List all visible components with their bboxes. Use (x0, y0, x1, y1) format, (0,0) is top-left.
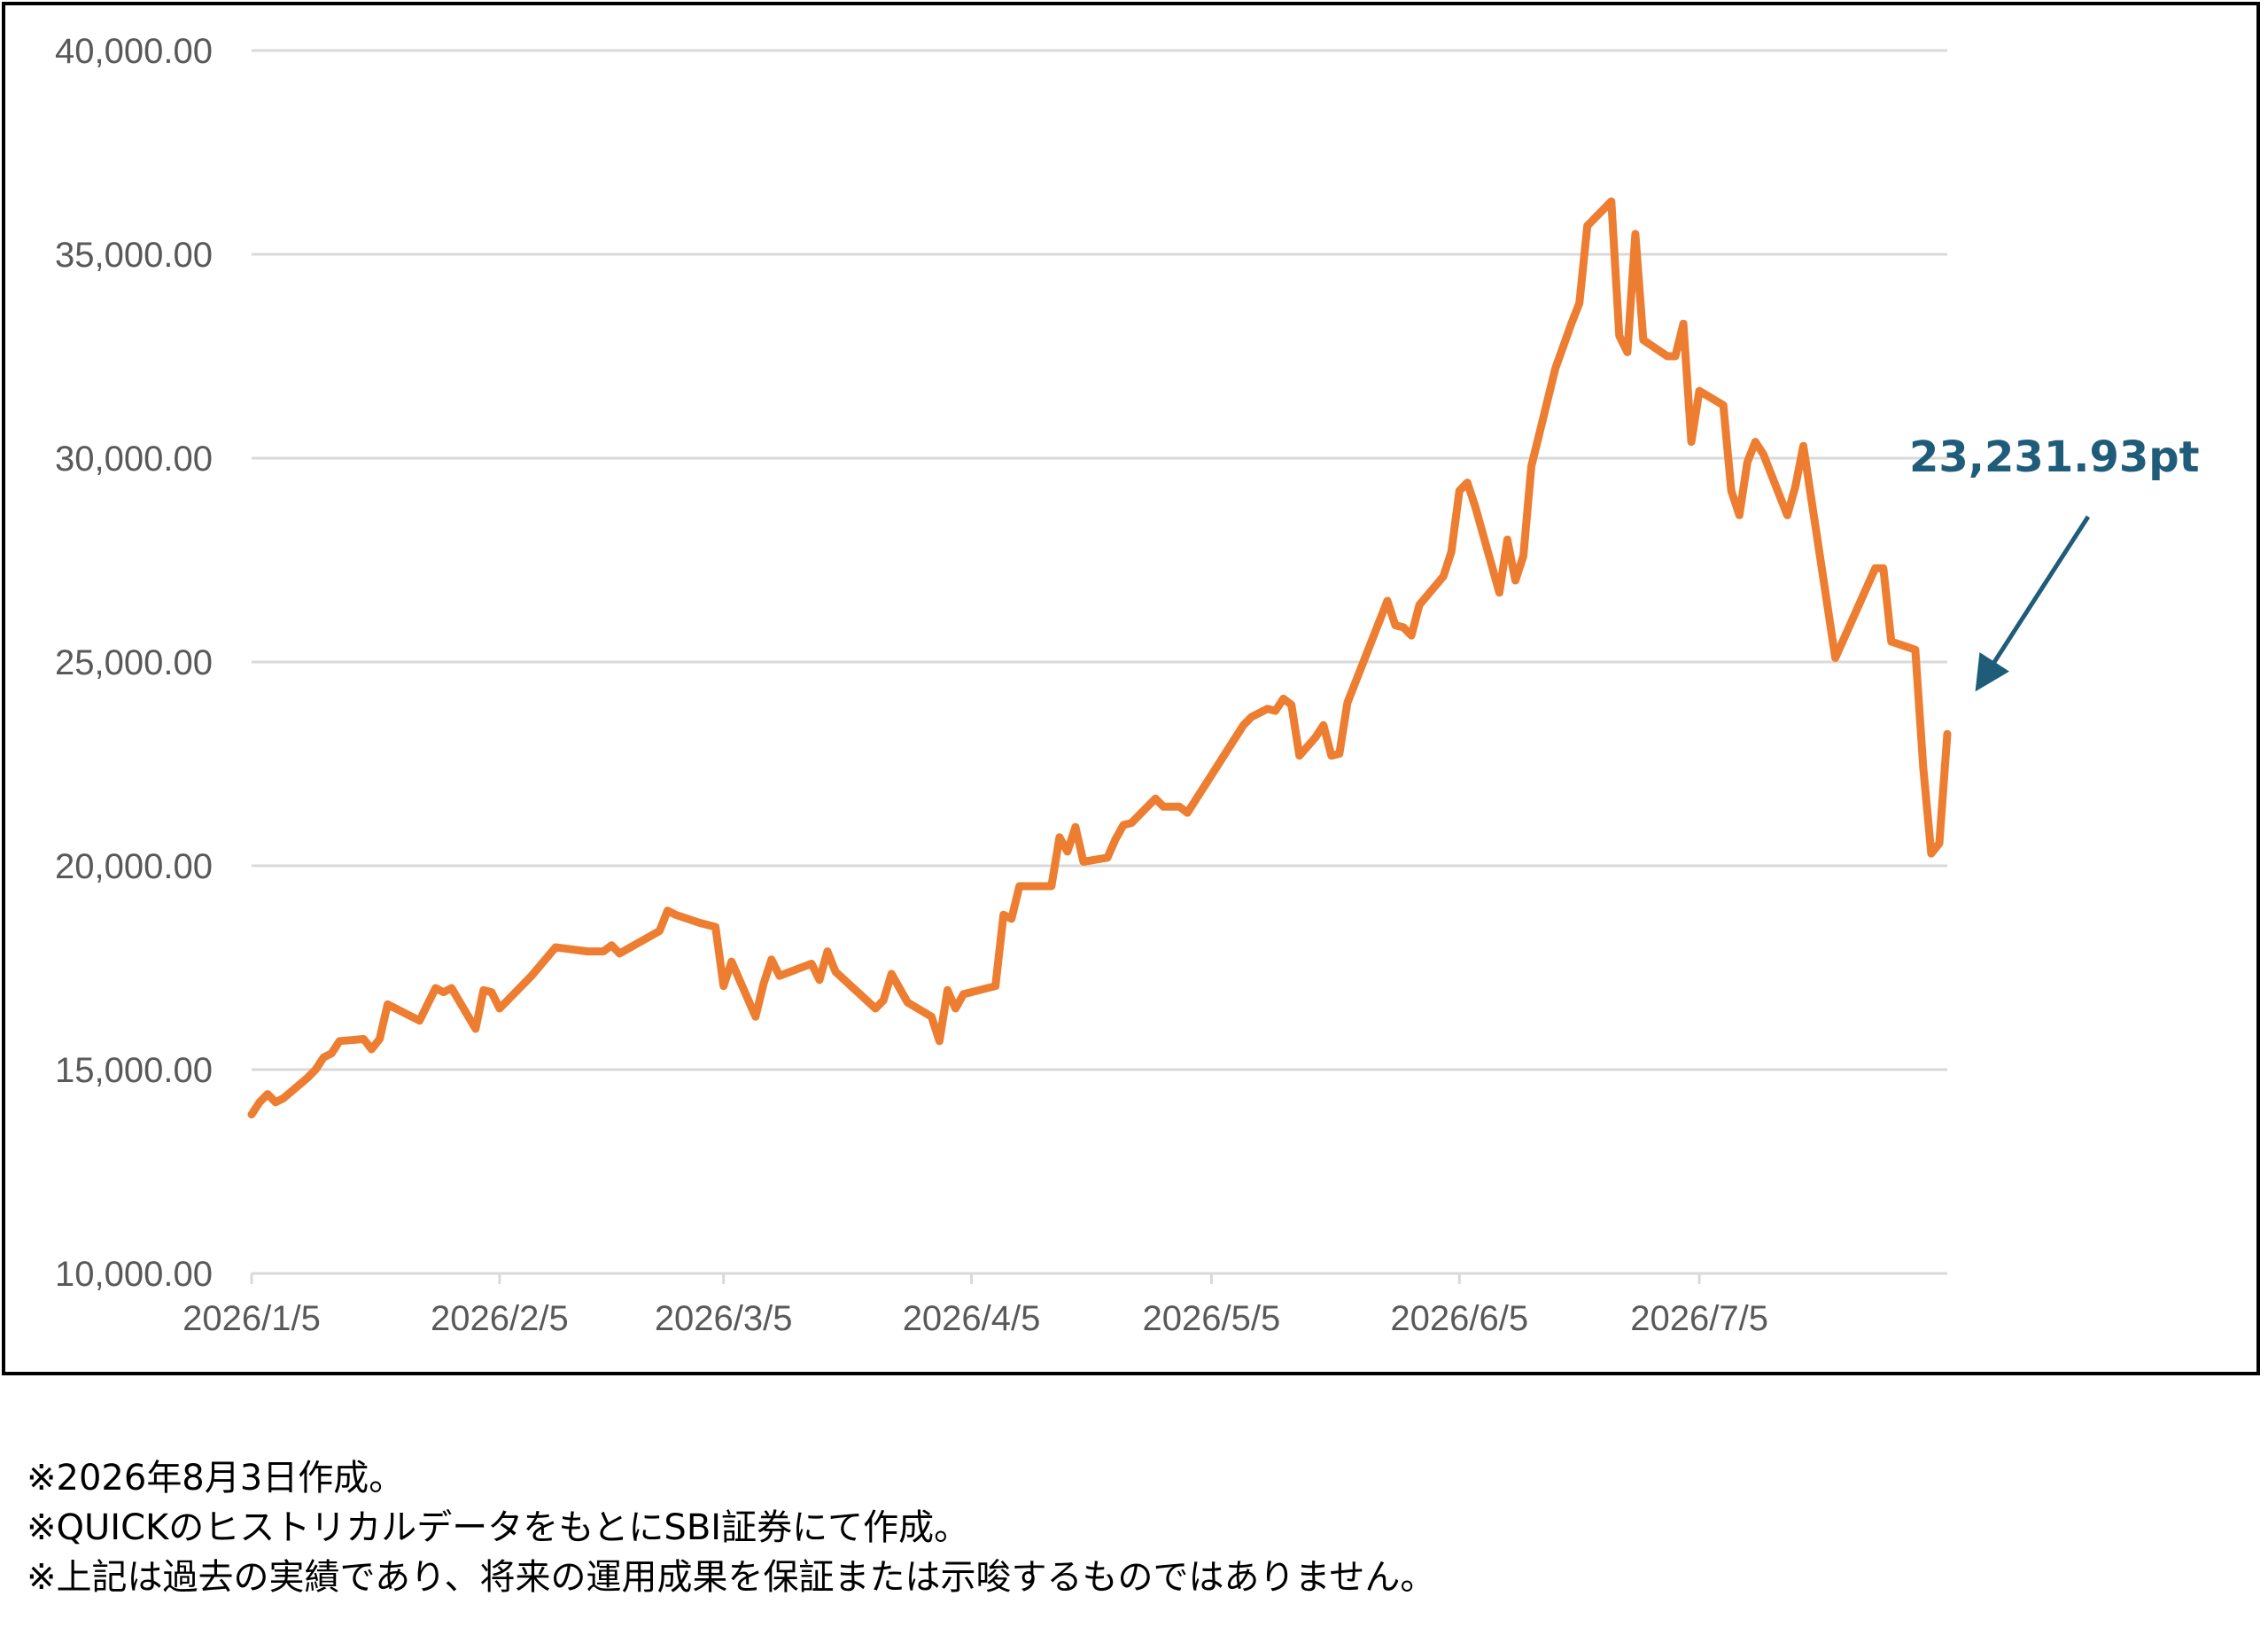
series-line-group (247, 197, 1952, 1119)
y-tick-label: 40,000.00 (55, 32, 213, 71)
x-tick-label: 2026/6/5 (1390, 1299, 1528, 1338)
y-tick-label: 35,000.00 (55, 236, 213, 275)
x-tick-label: 2026/7/5 (1630, 1299, 1768, 1338)
x-axis: 2026/1/5 2026/2/5 2026/3/5 2026/4/5 2026/5/5… (183, 1273, 1768, 1338)
x-tick-label: 2026/2/5 (431, 1299, 569, 1338)
annotation-group: 23,231.93pt (1909, 432, 2200, 692)
annotation-arrow (1975, 515, 2091, 692)
y-tick-label: 20,000.00 (55, 847, 213, 886)
chart-frame (2, 2, 2260, 1375)
annotation-label: 23,231.93pt (1909, 432, 2200, 482)
grid-lines (252, 49, 1947, 1275)
x-tick-label: 2026/4/5 (903, 1299, 1041, 1338)
footnote-disclaimer: ※上記は過去の実績であり、将来の運用成果を保証または示唆するものではありません。 (27, 1557, 1436, 1598)
x-tick-label: 2026/3/5 (655, 1299, 793, 1338)
line-chart: 10,000.00 15,000.00 20,000.00 25,000.00 30,0… (55, 32, 2200, 1338)
x-tick-label: 2026/1/5 (183, 1299, 321, 1338)
series-line (247, 197, 1952, 1119)
footnote-created-date: ※2026年8月3日作成。 (27, 1458, 405, 1499)
footnote-data-source: ※QUICKのヒストリカルデータをもとにSBI証券にて作成。 (27, 1507, 970, 1548)
footnotes: ※2026年8月3日作成。 ※QUICKのヒストリカルデータをもとにSBI証券に… (27, 1453, 1435, 1602)
y-tick-label: 15,000.00 (55, 1051, 213, 1090)
y-tick-label: 30,000.00 (55, 440, 213, 479)
y-tick-label: 25,000.00 (55, 643, 213, 682)
y-axis-tick-labels: 10,000.00 15,000.00 20,000.00 25,000.00 30,0… (55, 32, 213, 1294)
x-tick-label: 2026/5/5 (1143, 1299, 1281, 1338)
y-tick-label: 10,000.00 (55, 1255, 213, 1294)
